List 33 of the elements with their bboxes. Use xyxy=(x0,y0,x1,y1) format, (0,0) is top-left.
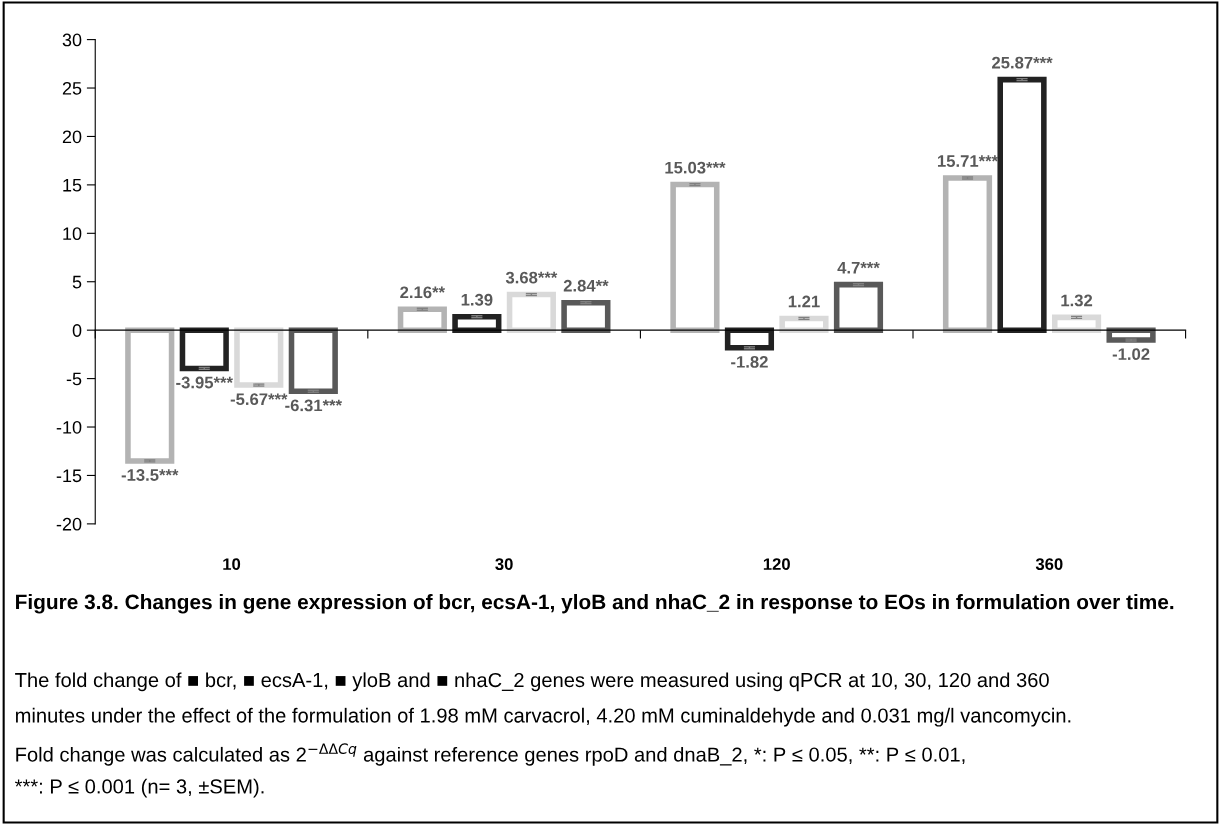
y-tick-label: -15 xyxy=(56,469,82,483)
y-tick-label: 25 xyxy=(62,81,82,95)
data-label: -3.95*** xyxy=(176,376,233,389)
data-label: 1.39 xyxy=(461,293,493,306)
data-label: -1.82 xyxy=(731,355,768,368)
data-label: -1.02 xyxy=(1112,348,1150,361)
text: The fold change of ■ bcr, ■ ecsA-1, ■ yloB and ■ nhaC_2 genes were measured using qPCR at 10, 30, 120 and 360 xyxy=(15,672,1049,692)
y-tick-label: 0 xyxy=(72,324,82,337)
data-label: 4.7*** xyxy=(837,261,880,274)
x-tick-label: 30 xyxy=(495,558,513,571)
y-tick-label: 10 xyxy=(63,227,82,241)
data-label: 25.87*** xyxy=(992,56,1053,69)
data-label: 3.68*** xyxy=(505,271,558,284)
data-label: 2.16** xyxy=(400,286,446,299)
y-tick-label: -20 xyxy=(56,517,82,531)
data-label: 2.84** xyxy=(563,279,609,292)
data-label: 15.03*** xyxy=(665,161,726,174)
y-tick-label: 20 xyxy=(62,130,82,144)
x-tick-label: 360 xyxy=(1035,558,1063,571)
x-tick-label: 120 xyxy=(763,558,790,571)
x-tick-label: 10 xyxy=(223,558,241,571)
data-label: 1.21 xyxy=(788,295,820,308)
y-tick-label: 30 xyxy=(62,33,82,47)
text: Figure 3.8. Changes in gene expression of bcr, ecsA-1, yloB and nhaC_2 in response to EOs in formulation over time. xyxy=(16,594,1174,614)
y-tick-label: -10 xyxy=(56,420,82,434)
y-tick-label: -5 xyxy=(66,372,82,386)
text: minutes under the effect of the formulation of 1.98 mM carvacrol, 4.20 mM cuminaldehyde and 0.031 mg/l vancomycin. xyxy=(15,707,1071,727)
data-label: -13.5*** xyxy=(121,469,179,481)
text: ***: P ≤ 0.001 (n= 3, ±SEM). xyxy=(14,778,264,798)
data-label: 1.32 xyxy=(1061,294,1093,307)
y-tick-label: 15 xyxy=(63,179,82,192)
text: Fold change was calculated as 2$^{−ΔΔCq}$ against reference genes rpoD and dnaB_2, *: P ≤ 0.05, **: P ≤ 0.01, xyxy=(16,743,965,766)
y-tick-label: 5 xyxy=(72,275,82,289)
